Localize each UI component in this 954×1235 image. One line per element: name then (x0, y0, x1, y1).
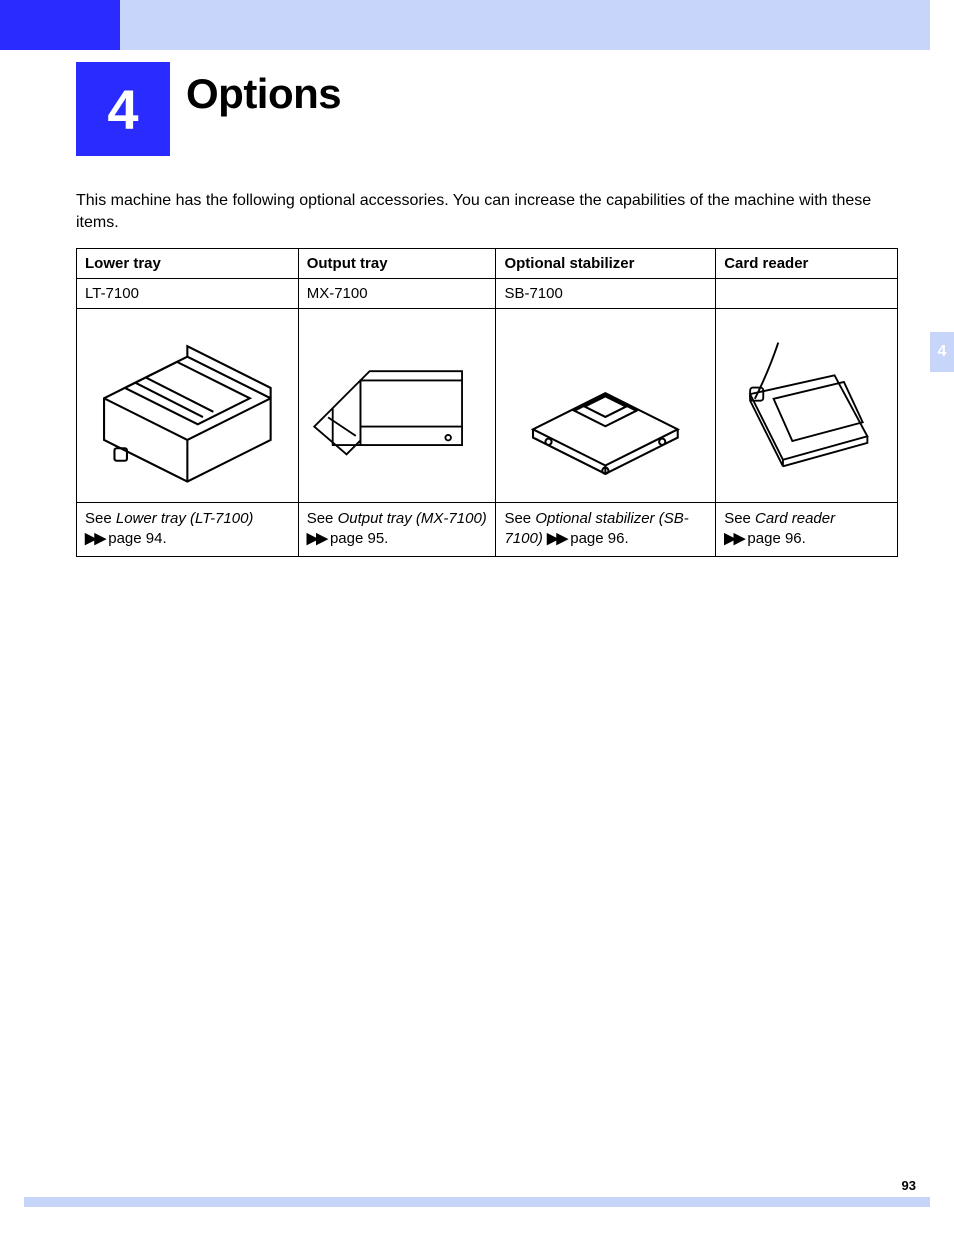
ref-italic: Output tray (MX-7100) (338, 510, 487, 527)
ref-lower-tray: See Lower tray (LT-7100) ▶▶ page 94. (77, 503, 299, 557)
ref-arrow-icon: ▶▶ (307, 530, 326, 547)
table-image-row (77, 309, 898, 503)
ref-output-tray: See Output tray (MX-7100) ▶▶ page 95. (298, 503, 496, 557)
options-table: Lower tray Output tray Optional stabiliz… (76, 248, 898, 557)
image-stabilizer (496, 309, 716, 503)
model-output-tray: MX-7100 (298, 279, 496, 309)
side-tab: 4 (930, 332, 954, 372)
ref-prefix: See (85, 510, 116, 527)
col-header-lower-tray: Lower tray (77, 249, 299, 279)
stabilizer-icon (502, 315, 709, 492)
image-card-reader (716, 309, 898, 503)
col-header-card-reader: Card reader (716, 249, 898, 279)
side-tab-number: 4 (938, 343, 947, 361)
model-lower-tray: LT-7100 (77, 279, 299, 309)
ref-suffix: page 96. (743, 530, 806, 547)
ref-arrow-icon: ▶▶ (85, 530, 104, 547)
ref-arrow-icon: ▶▶ (547, 530, 566, 547)
page-number: 93 (902, 1178, 916, 1193)
lower-tray-icon (83, 315, 292, 492)
chapter-number: 4 (107, 77, 138, 142)
table-model-row: LT-7100 MX-7100 SB-7100 (77, 279, 898, 309)
page-title: Options (186, 70, 341, 118)
ref-card-reader: See Card reader ▶▶ page 96. (716, 503, 898, 557)
footer-bar (24, 1197, 930, 1207)
table-ref-row: See Lower tray (LT-7100) ▶▶ page 94. See… (77, 503, 898, 557)
ref-arrow-icon: ▶▶ (724, 530, 743, 547)
ref-suffix: page 94. (104, 530, 167, 547)
output-tray-icon (305, 315, 490, 492)
ref-suffix: page 95. (326, 530, 389, 547)
ref-suffix: page 96. (566, 530, 629, 547)
chapter-badge: 4 (76, 62, 170, 156)
header-bar-dark (0, 0, 120, 50)
ref-italic: Card reader (755, 510, 835, 527)
ref-prefix: See (504, 510, 535, 527)
ref-prefix: See (724, 510, 755, 527)
ref-stabilizer: See Optional stabilizer (SB-7100) ▶▶ pag… (496, 503, 716, 557)
card-reader-icon (722, 315, 891, 492)
ref-prefix: See (307, 510, 338, 527)
model-card-reader (716, 279, 898, 309)
image-output-tray (298, 309, 496, 503)
header-bar-light (120, 0, 930, 50)
model-stabilizer: SB-7100 (496, 279, 716, 309)
col-header-stabilizer: Optional stabilizer (496, 249, 716, 279)
image-lower-tray (77, 309, 299, 503)
intro-paragraph: This machine has the following optional … (76, 190, 894, 233)
table-header-row: Lower tray Output tray Optional stabiliz… (77, 249, 898, 279)
col-header-output-tray: Output tray (298, 249, 496, 279)
ref-italic: Lower tray (LT-7100) (116, 510, 254, 527)
